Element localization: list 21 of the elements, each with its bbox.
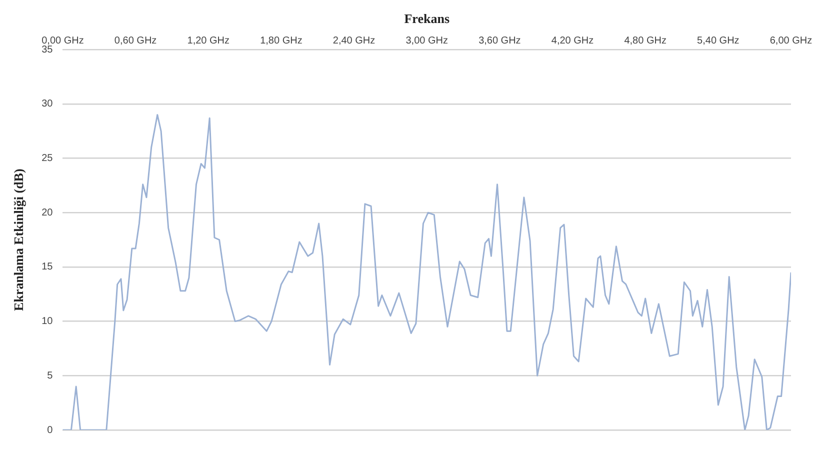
x-tick-label: 0,60 GHz: [114, 35, 157, 46]
y-tick-label: 20: [42, 207, 54, 218]
y-tick-label: 25: [42, 153, 54, 164]
x-tick-label: 4,80 GHz: [624, 35, 666, 46]
x-tick-label: 3,60 GHz: [478, 35, 521, 46]
x-tick-label: 1,20 GHz: [187, 35, 230, 46]
y-tick-label: 35: [42, 44, 54, 56]
x-tick-label: 5,40 GHz: [697, 35, 740, 46]
y-tick-label: 10: [42, 316, 54, 328]
x-tick-label: 2,40 GHz: [332, 35, 376, 46]
y-axis-title: Ekranlama Etkinliği (dB): [11, 168, 26, 311]
x-tick-label: 1,80 GHz: [260, 35, 302, 46]
x-tick-label: 0,00 GHz: [42, 35, 84, 46]
y-tick-label: 0: [47, 424, 54, 436]
x-axis-title: Frekans: [404, 11, 450, 26]
y-tick-label: 5: [47, 370, 54, 382]
y-tick-label: 15: [42, 262, 54, 273]
x-tick-label: 3,00 GHz: [406, 35, 448, 46]
x-tick-label: 4,20 GHz: [551, 35, 594, 46]
x-tick-label: 6,00 GHz: [770, 35, 812, 46]
y-tick-label: 30: [42, 98, 54, 110]
